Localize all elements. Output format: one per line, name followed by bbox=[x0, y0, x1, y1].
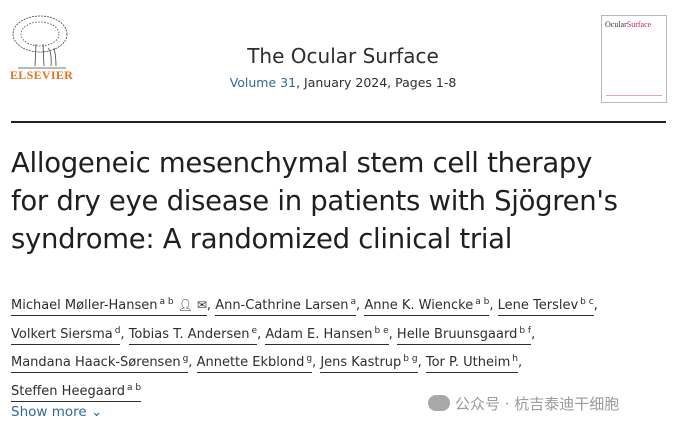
title-line: syndrome: A randomized clinical trial bbox=[11, 223, 513, 255]
elsevier-tree-logo bbox=[12, 15, 68, 69]
author-link[interactable]: Tobias T. Andersen e bbox=[128, 326, 258, 345]
header-divider bbox=[11, 121, 666, 123]
title-line: for dry eye disease in patients with Sjö… bbox=[11, 185, 618, 217]
elsevier-logo-text: ELSEVIER bbox=[10, 68, 74, 82]
author-link[interactable]: Lene Terslev b c bbox=[497, 297, 594, 316]
issue-date-pages: , January 2024, Pages 1-8 bbox=[296, 75, 457, 90]
person-icon: 👤︎ bbox=[177, 298, 193, 312]
author-link[interactable]: Steffen Heegaard a b bbox=[11, 383, 142, 402]
chevron-down-icon: ⌄ bbox=[90, 404, 103, 420]
envelope-icon[interactable]: ✉︎ bbox=[196, 298, 207, 312]
volume-link[interactable]: Volume 31 bbox=[229, 75, 297, 90]
watermark: 公众号 · 杭吉泰迪干细胞 bbox=[428, 393, 619, 414]
author-link[interactable]: Jens Kastrup b g bbox=[320, 354, 418, 373]
cover-footer-line bbox=[606, 95, 662, 96]
author-link[interactable]: Tor P. Utheim h bbox=[425, 354, 518, 373]
author-link[interactable]: Michael Møller-Hansen a b 👤︎ ✉︎ bbox=[11, 297, 207, 316]
journal-title[interactable]: The Ocular Surface bbox=[247, 44, 439, 68]
author-link[interactable]: Volkert Siersma d bbox=[11, 326, 121, 345]
author-link[interactable]: Adam E. Hansen b e bbox=[265, 326, 389, 345]
show-more-button[interactable]: Show more ⌄ bbox=[11, 404, 103, 420]
author-link[interactable]: Anne K. Wiencke a b bbox=[364, 297, 490, 316]
cover-title: OcularSurface bbox=[605, 20, 652, 29]
author-link[interactable]: Annette Ekblond g bbox=[196, 354, 313, 373]
author-link[interactable]: Helle Bruunsgaard b f bbox=[396, 326, 532, 345]
wechat-icon bbox=[428, 395, 450, 411]
title-line: Allogeneic mesenchymal stem cell therapy bbox=[11, 147, 593, 179]
author-link[interactable]: Ann-Cathrine Larsen a bbox=[215, 297, 357, 316]
author-list: Michael Møller-Hansen a b 👤︎ ✉︎, Ann-Cathri… bbox=[11, 290, 681, 404]
issue-info: Volume 31, January 2024, Pages 1-8 bbox=[0, 75, 686, 90]
author-link[interactable]: Mandana Haack-Sørensen g bbox=[11, 354, 189, 373]
article-title: Allogeneic mesenchymal stem cell therapy… bbox=[11, 144, 671, 258]
journal-cover-thumbnail[interactable]: OcularSurface bbox=[601, 15, 667, 103]
